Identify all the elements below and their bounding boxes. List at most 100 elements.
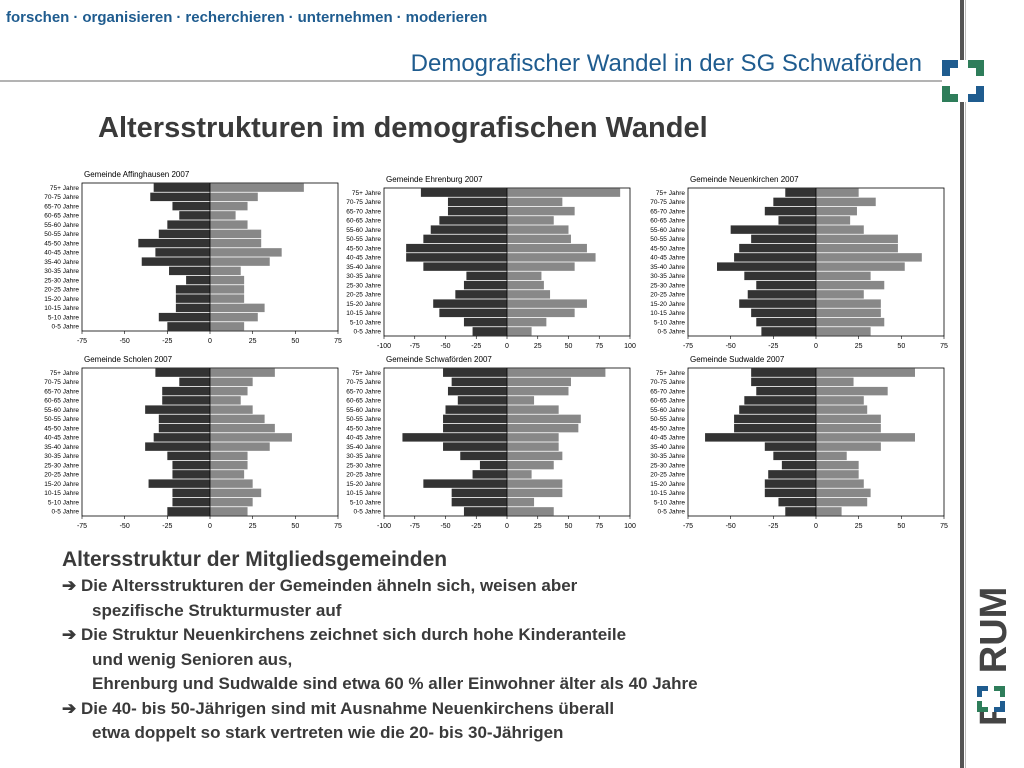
bar-left: [145, 405, 210, 414]
category-label: 25-30 Jahre: [650, 462, 685, 469]
bar-right: [507, 479, 563, 488]
category-label: 15-20 Jahre: [44, 481, 79, 488]
summary-title: Altersstruktur der Mitgliedsgemeinden: [62, 548, 448, 571]
category-label: 30-35 Jahre: [650, 273, 685, 280]
x-tick-label: 75: [334, 338, 342, 345]
tagline-separator: ·: [73, 9, 79, 26]
bar-left: [443, 414, 507, 424]
bar-left: [430, 225, 507, 234]
bar-left: [751, 234, 816, 244]
bar-right: [816, 206, 857, 216]
chart-scholen: Gemeinde Scholen 2007 75+ Jahre 70-75 Jahr…: [34, 350, 344, 540]
category-label: 30-35 Jahre: [346, 453, 381, 460]
category-label: 50-55 Jahre: [44, 416, 79, 423]
bar-left: [155, 248, 210, 257]
summary-line: Ehrenburg und Sudwalde sind etwa 60 % al…: [92, 674, 698, 693]
bar-left: [150, 192, 210, 202]
category-label: 30-35 Jahre: [44, 453, 79, 460]
bar-left: [172, 488, 210, 498]
x-tick-label: 75: [595, 523, 603, 530]
bar-right: [816, 280, 885, 290]
bar-right: [507, 317, 547, 327]
bar-right: [210, 396, 241, 405]
bar-right: [507, 188, 621, 197]
bar-right: [210, 507, 248, 516]
bar-left: [764, 479, 816, 488]
bar-left: [756, 386, 816, 396]
bar-left: [153, 183, 210, 192]
bar-right: [507, 290, 551, 299]
category-label: 15-20 Jahre: [650, 301, 685, 308]
category-label: 35-40 Jahre: [44, 259, 79, 266]
bar-left: [768, 470, 816, 479]
summary-line: Die 40- bis 50-Jährigen sind mit Ausnahm…: [80, 698, 615, 718]
bar-left: [155, 368, 210, 377]
slide-heading: Altersstrukturen im demografischen Wande…: [98, 112, 708, 144]
category-label: 70-75 Jahre: [650, 199, 685, 206]
tagline: forschen · organisieren · recherchieren · unte…: [6, 9, 487, 26]
chart-sudwalde: Gemeinde Sudwalde 2007 75+ Jahre 70-75 Jah…: [640, 350, 950, 540]
bar-left: [734, 423, 816, 433]
bar-left: [717, 262, 816, 271]
bar-right: [816, 216, 851, 225]
right-border-line: [960, 0, 964, 768]
bar-left: [162, 396, 210, 405]
x-tick-label: 75: [940, 523, 948, 530]
x-tick-label: -75: [410, 523, 420, 530]
bar-right: [210, 257, 270, 266]
category-label: 35-40 Jahre: [650, 444, 685, 451]
category-label: 75+ Jahre: [352, 370, 381, 377]
bar-right: [816, 377, 854, 387]
bar-right: [210, 220, 248, 229]
chart-title: Gemeinde Sudwalde 2007: [690, 355, 785, 364]
x-tick-label: 100: [624, 523, 636, 530]
x-tick-label: -50: [726, 523, 736, 530]
bar-left: [406, 243, 507, 253]
right-border-line-thin: [965, 0, 966, 768]
x-tick-label: -50: [440, 523, 450, 530]
category-label: 30-35 Jahre: [650, 453, 685, 460]
x-tick-label: -25: [471, 343, 481, 350]
category-label: 40-45 Jahre: [44, 250, 79, 257]
bar-left: [744, 396, 816, 405]
bar-right: [507, 423, 579, 433]
category-label: 70-75 Jahre: [44, 194, 79, 201]
bar-right: [210, 238, 262, 248]
bar-right: [816, 271, 871, 281]
tagline-word: forschen: [6, 9, 70, 26]
bar-left: [179, 211, 210, 220]
bar-left: [153, 433, 210, 442]
bar-left: [158, 229, 210, 239]
category-label: 25-30 Jahre: [650, 282, 685, 289]
category-label: 65-70 Jahre: [650, 208, 685, 215]
category-label: 35-40 Jahre: [44, 444, 79, 451]
slide-subtitle: Demografischer Wandel in der SG Schwaför…: [410, 50, 922, 77]
bar-left: [447, 386, 507, 396]
bar-left: [778, 216, 816, 225]
category-label: 60-65 Jahre: [44, 398, 79, 405]
x-tick-label: 25: [249, 338, 257, 345]
bar-right: [816, 197, 876, 207]
bar-right: [507, 225, 569, 234]
x-tick-label: 25: [534, 343, 542, 350]
category-label: 15-20 Jahre: [650, 481, 685, 488]
summary-line: und wenig Senioren aus,: [92, 649, 293, 669]
category-label: 20-25 Jahre: [650, 292, 685, 299]
category-label: 5-10 Jahre: [48, 499, 79, 506]
bar-left: [463, 317, 507, 327]
tagline-separator: ·: [176, 9, 182, 26]
bar-right: [507, 488, 563, 498]
category-label: 25-30 Jahre: [44, 277, 79, 284]
bar-left: [175, 285, 210, 294]
forum-logo-icon: [942, 60, 984, 102]
bar-right: [507, 299, 587, 308]
chart-title: Gemeinde Ehrenburg 2007: [386, 175, 483, 184]
bar-right: [210, 275, 245, 285]
bar-left: [730, 225, 816, 234]
bar-right: [507, 442, 559, 451]
bar-left: [138, 238, 210, 248]
bar-left: [756, 280, 816, 290]
bar-left: [747, 290, 816, 299]
bar-right: [507, 405, 559, 414]
bar-right: [210, 460, 248, 470]
